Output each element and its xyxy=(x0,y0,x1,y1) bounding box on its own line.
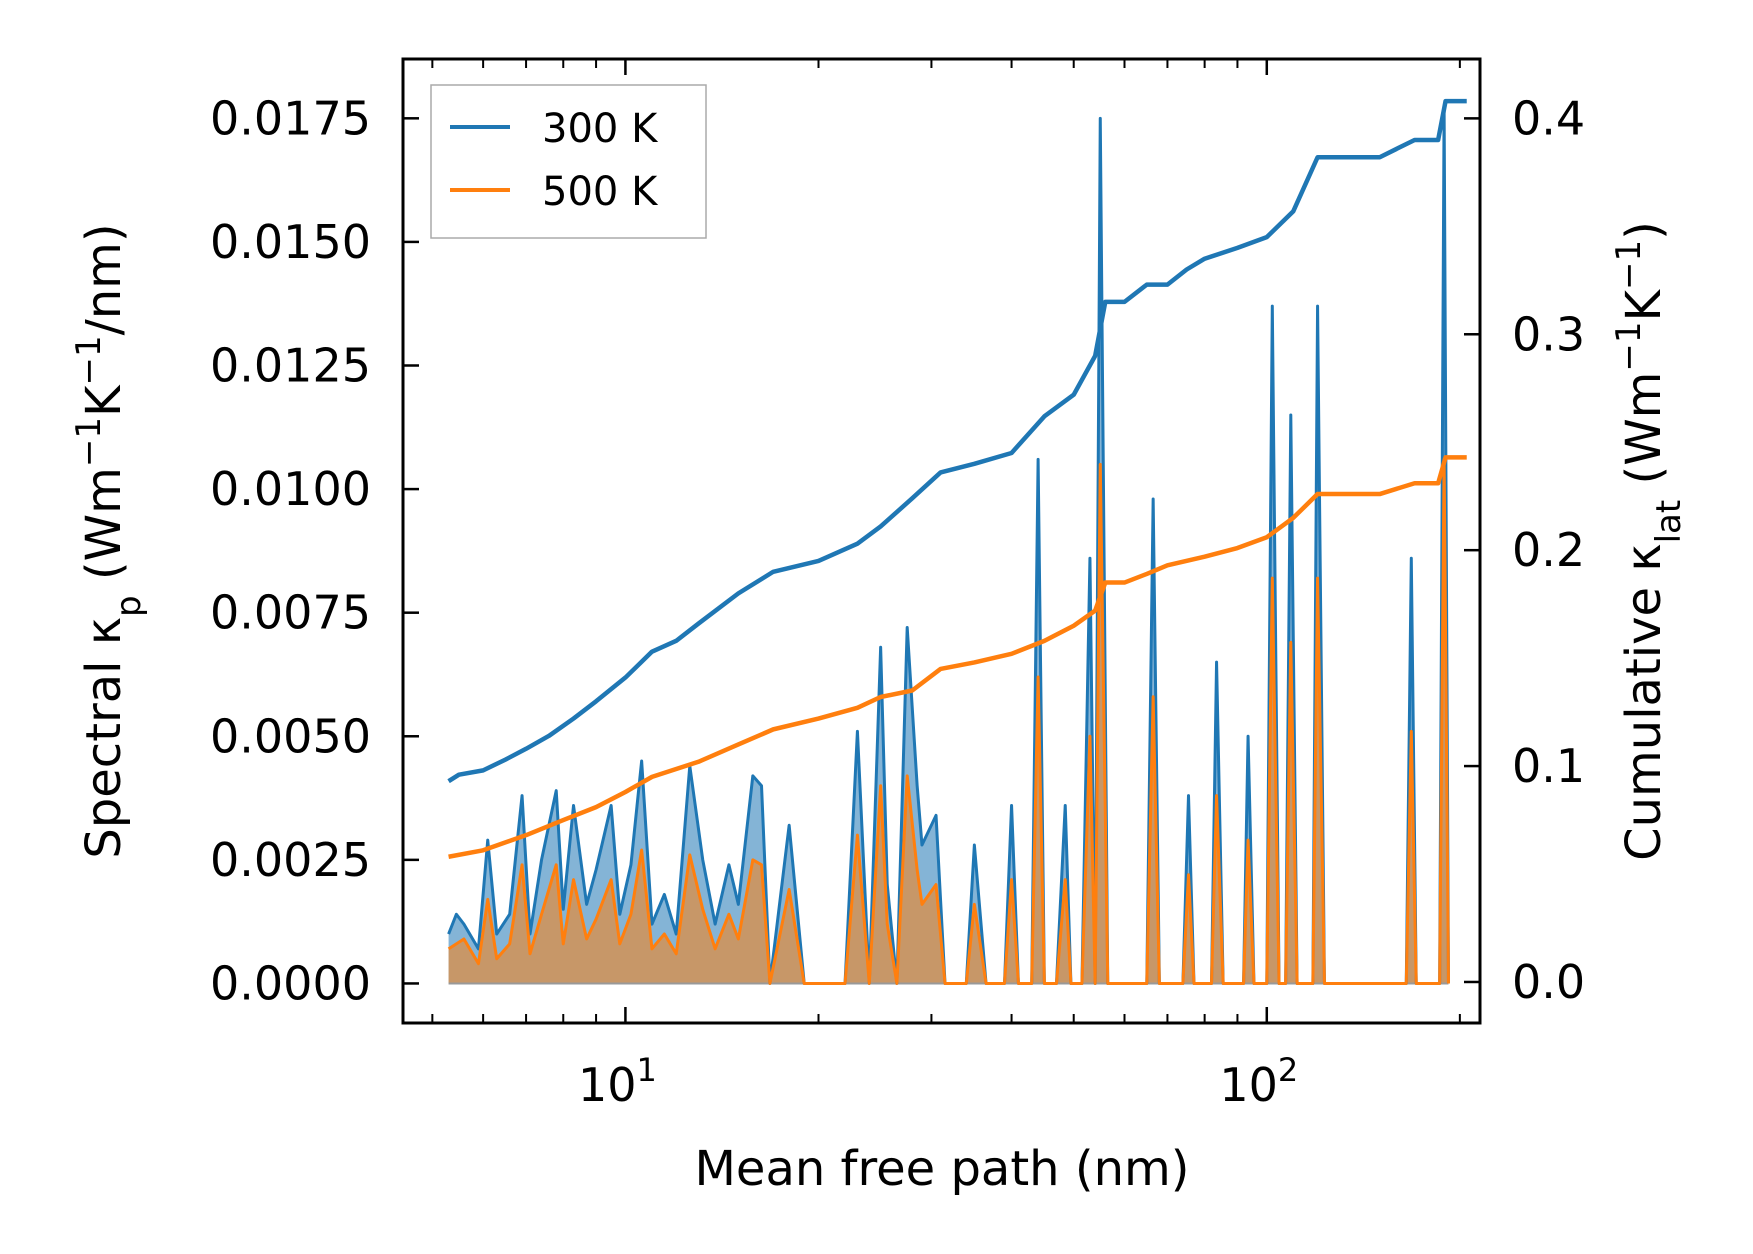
plot-area xyxy=(447,98,1467,985)
axes: 101 102 0.0000 0.0025 0.0050 0.0075 0.0100 0.01… xyxy=(210,59,1585,1112)
y-left-tick-label: 0.0075 xyxy=(210,586,371,640)
x-tick-label: 102 xyxy=(1219,1051,1298,1112)
y-left-tick-label: 0.0000 xyxy=(210,956,371,1010)
y-right-tick-label: 0.2 xyxy=(1512,523,1585,577)
y-right-tick-label: 0.3 xyxy=(1512,307,1585,361)
cumulative-line-500k xyxy=(448,455,1467,859)
y-left-tick-label: 0.0125 xyxy=(210,339,371,393)
y-left-tick-label: 0.0150 xyxy=(210,215,371,269)
x-axis-title: Mean free path (nm) xyxy=(695,1141,1190,1197)
cumulative-line-300k xyxy=(447,98,1467,784)
y-left-tick-label: 0.0175 xyxy=(210,91,371,145)
y-right-tick-label: 0.1 xyxy=(1512,739,1585,793)
y-right-tick-label: 0.4 xyxy=(1512,91,1585,145)
y-axis-left-title: Spectral κp (Wm−1K−1/nm) xyxy=(69,223,149,858)
y-axis-right-title: Cumulative κlat (Wm−1K−1) xyxy=(1609,221,1689,861)
spectral-fill-500k xyxy=(448,459,1449,984)
spectral-line-500k xyxy=(447,457,1450,985)
y-right-tick-label: 0.0 xyxy=(1512,955,1585,1009)
legend-box xyxy=(430,84,707,239)
legend-label-300k: 300 K xyxy=(542,106,659,152)
y-left-tick-label: 0.0025 xyxy=(210,833,371,887)
y-left-tick-label: 0.0050 xyxy=(210,709,371,763)
legend: 300 K 500 K xyxy=(430,84,707,239)
legend-label-500k: 500 K xyxy=(542,169,659,215)
y-left-tick-label: 0.0100 xyxy=(210,462,371,516)
axes-frame xyxy=(401,57,1482,1025)
x-tick-label: 101 xyxy=(578,1051,657,1112)
